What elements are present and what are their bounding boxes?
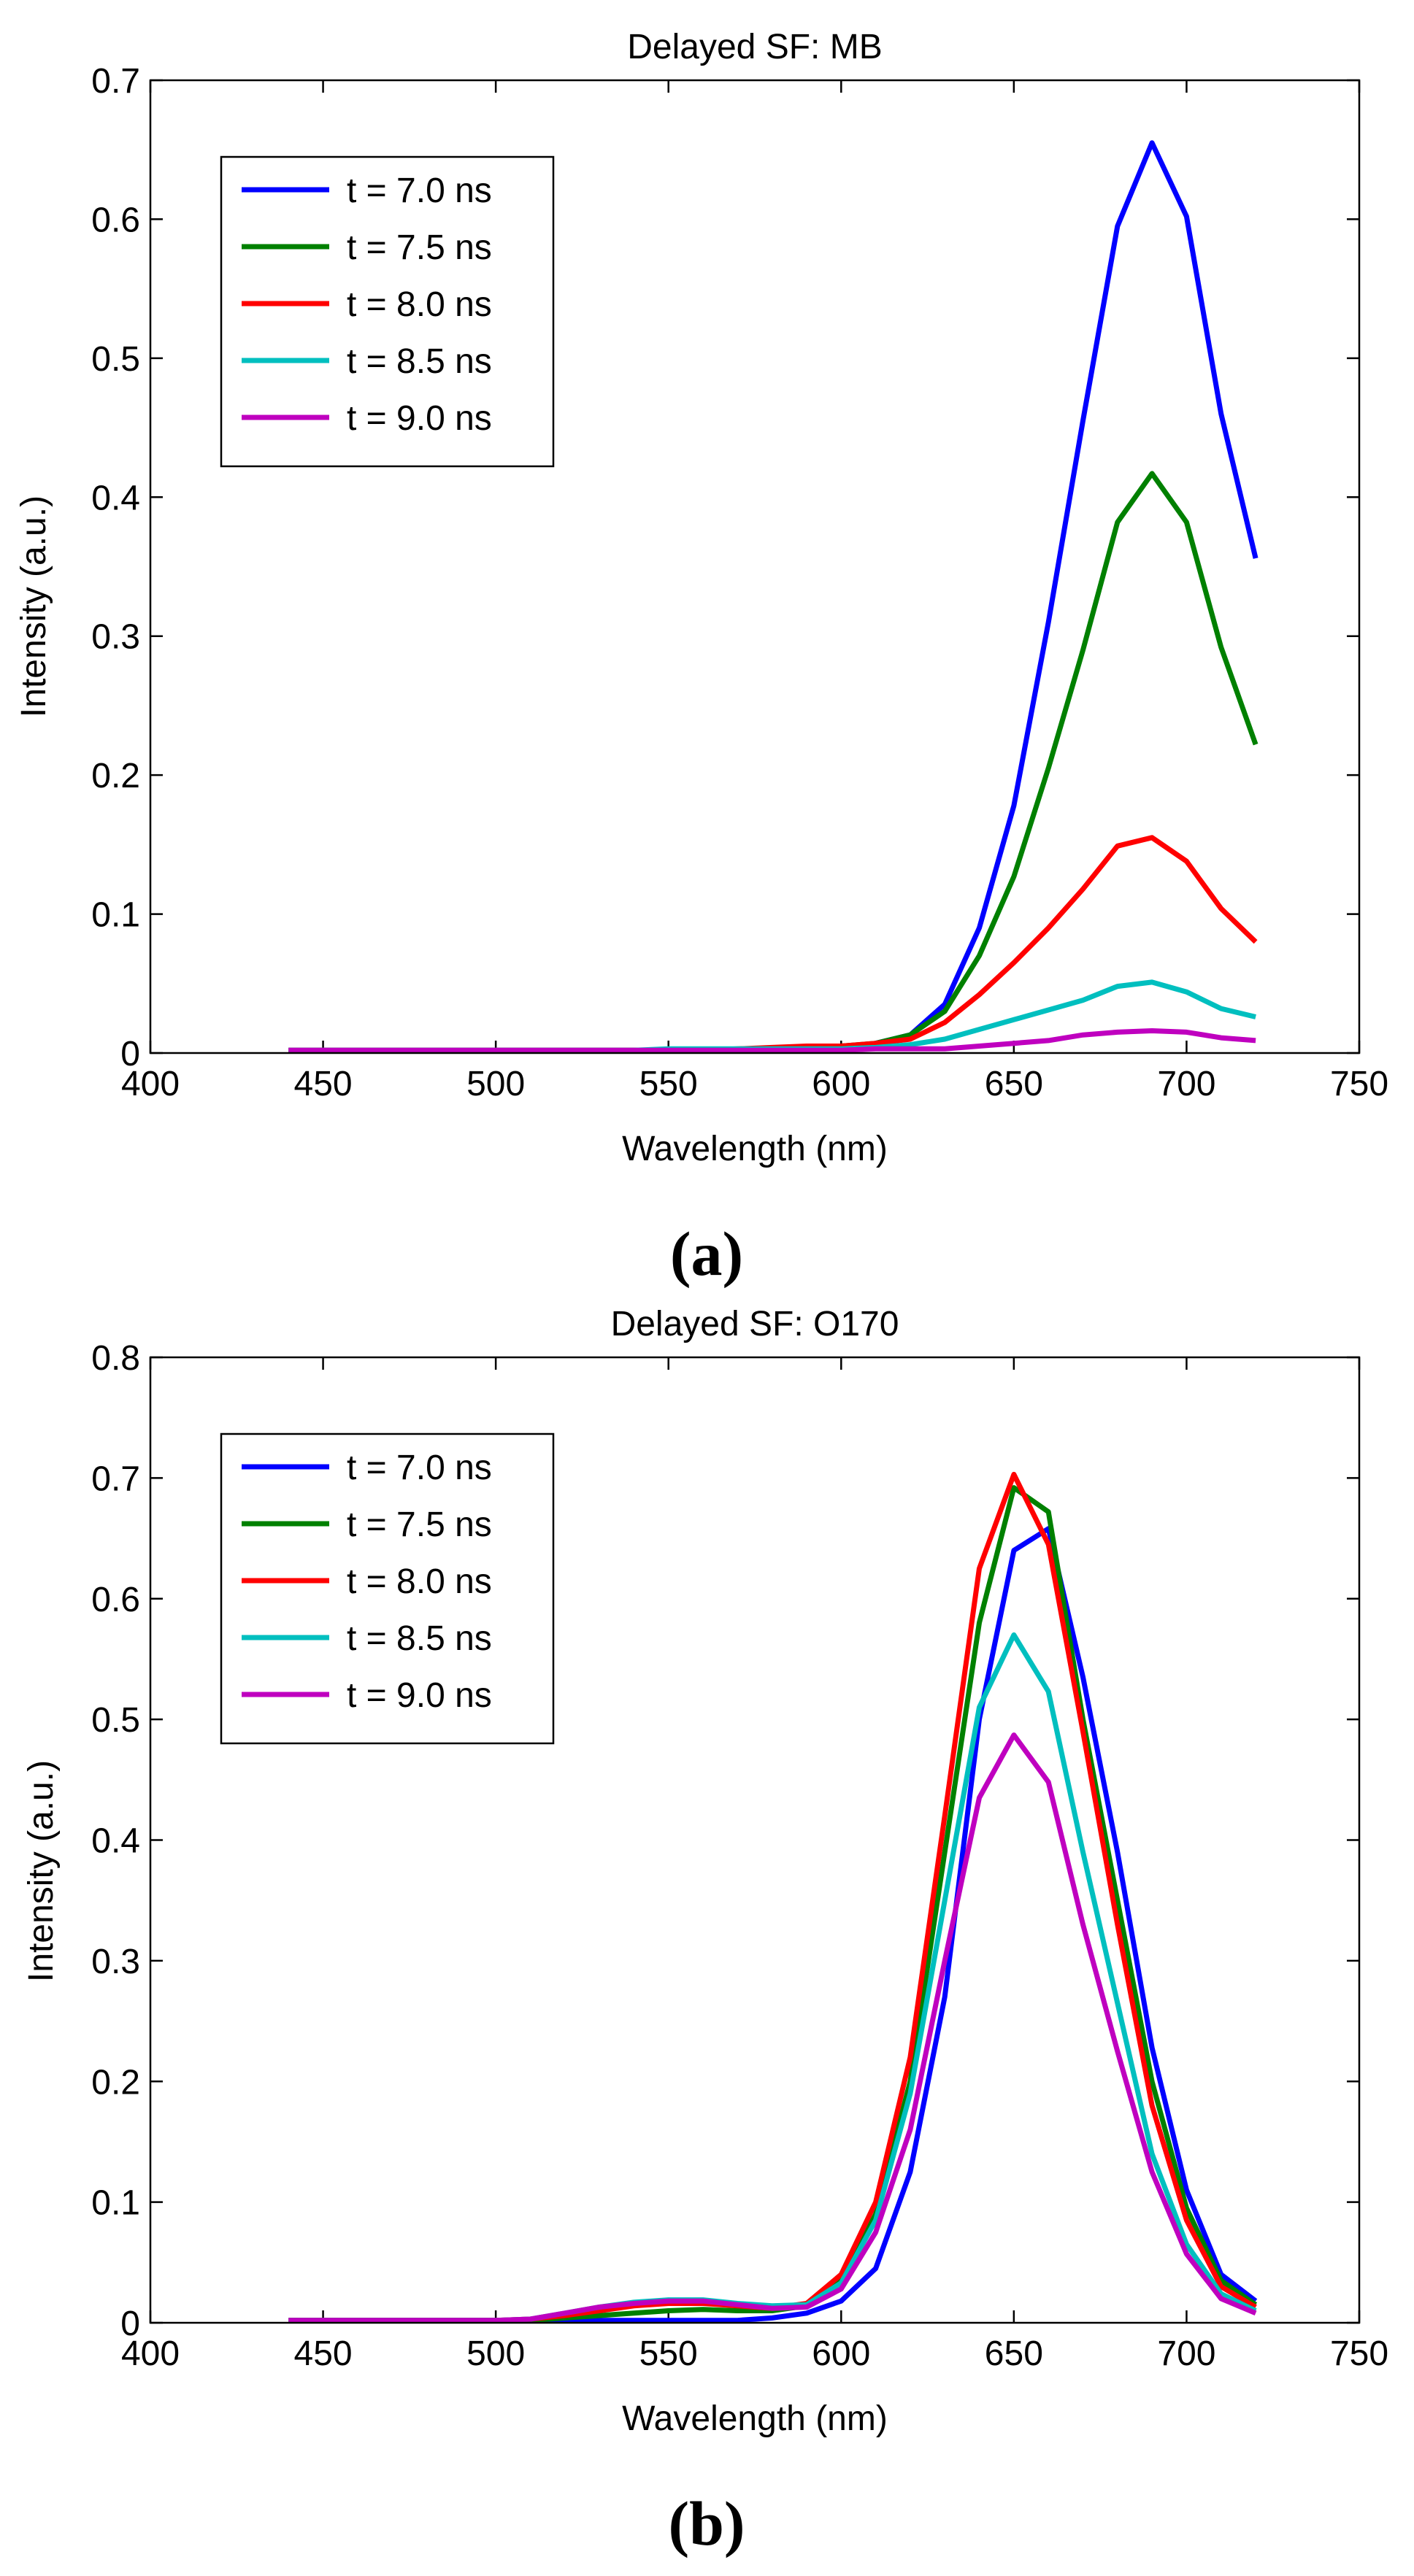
chart-b-x-tick-label: 500	[466, 2334, 525, 2373]
chart-a-y-tick-label: 0.5	[91, 340, 140, 379]
chart-a-x-tick-label: 650	[985, 1065, 1043, 1103]
chart-a-y-tick-label: 0	[120, 1035, 140, 1073]
chart-b-x-tick-label: 650	[985, 2334, 1043, 2373]
chart-a-ticks: 400 450 500 550 600 650 700 750 0 0.1 0.2 0.3 0.4 0.5…	[91, 62, 1388, 1103]
chart-a-y-tick-label: 0.6	[91, 201, 140, 239]
chart-b-y-tick-label: 0.8	[91, 1339, 140, 1378]
chart-b-x-tick-label: 600	[812, 2334, 870, 2373]
chart-a-series-line-2	[288, 471, 1259, 1053]
chart-a-y-tick-label: 0.7	[91, 62, 140, 101]
chart-b-ticks: 400 450 500 550 600 650 700 750 0 0.1 0.2 0.3 0.4 0.5…	[91, 1339, 1388, 2373]
chart-a-legend-box	[220, 155, 555, 468]
chart-a-title: Delayed SF: MB	[627, 28, 882, 66]
chart-b-y-tick-label: 0.7	[91, 1459, 140, 1498]
panel-a-chart: Delayed SF: MB Wavelength (nm) Intensity…	[15, 28, 1388, 1289]
chart-b-x-tick-label: 550	[639, 2334, 698, 2373]
chart-a-x-tick-label: 700	[1157, 1065, 1215, 1103]
chart-a-y-tick-label: 0.3	[91, 618, 140, 657]
chart-b-y-tick-label: 0.2	[91, 2063, 140, 2102]
chart-b-legend: t = 7.0 ns t = 7.5 ns t = 8.0 ns t = 8.5 ns…	[220, 1432, 555, 1745]
chart-b-series-line-5	[288, 1732, 1257, 2324]
chart-a-y-tick-label: 0.1	[91, 896, 140, 935]
chart-b-x-tick-label: 400	[121, 2334, 180, 2373]
chart-b-y-tick-label: 0.4	[91, 1822, 140, 1861]
chart-a-series-line-3	[288, 835, 1258, 1053]
chart-a-plot-area	[149, 79, 1361, 1054]
chart-a-x-tick-label: 450	[294, 1065, 353, 1103]
chart-a-legend-label-2: t = 7.5 ns	[347, 228, 492, 267]
chart-b-legend-label-3: t = 8.0 ns	[347, 1562, 492, 1601]
chart-a-series	[288, 140, 1259, 1053]
chart-a-series-line-4	[288, 979, 1256, 1053]
chart-a-y-tick-label: 0.2	[91, 757, 140, 795]
chart-b-title: Delayed SF: O170	[611, 1305, 899, 1343]
panel-b-chart: Delayed SF: O170 Wavelength (nm) Intensi…	[22, 1305, 1388, 2558]
chart-a-x-tick-label: 500	[466, 1065, 525, 1103]
chart-a-x-axis-label: Wavelength (nm)	[622, 1130, 888, 1168]
chart-b-x-tick-label: 700	[1157, 2334, 1215, 2373]
chart-b-legend-label-1: t = 7.0 ns	[347, 1449, 492, 1487]
chart-b-y-tick-label: 0	[120, 2305, 140, 2343]
chart-b-x-tick-label: 450	[294, 2334, 353, 2373]
chart-b-series	[288, 1471, 1258, 2324]
chart-b-y-tick-label: 0.1	[91, 2184, 140, 2223]
chart-a-legend-label-1: t = 7.0 ns	[347, 171, 492, 210]
chart-b-legend-label-4: t = 8.5 ns	[347, 1619, 492, 1658]
chart-a-y-axis-label: Intensity (a.u.)	[15, 495, 53, 717]
chart-b-plot-area	[149, 1356, 1361, 2324]
chart-b-y-axis-label: Intensity (a.u.)	[22, 1760, 61, 1982]
chart-a-x-tick-label: 750	[1330, 1065, 1388, 1103]
chart-a-x-tick-label: 600	[812, 1065, 870, 1103]
chart-b-y-tick-label: 0.3	[91, 1943, 140, 1981]
chart-a-legend: t = 7.0 ns t = 7.5 ns t = 8.0 ns t = 8.5 ns…	[220, 155, 555, 468]
chart-b-legend-box	[220, 1432, 555, 1745]
chart-b-legend-label-2: t = 7.5 ns	[347, 1505, 492, 1544]
chart-b-x-axis-label: Wavelength (nm)	[622, 2399, 888, 2438]
chart-a-x-tick-label: 550	[639, 1065, 698, 1103]
chart-a-legend-label-5: t = 9.0 ns	[347, 399, 492, 438]
chart-a-x-tick-label: 400	[121, 1065, 180, 1103]
chart-b-y-tick-label: 0.5	[91, 1701, 140, 1740]
chart-a-legend-label-4: t = 8.5 ns	[347, 342, 492, 381]
panel-a-label: (a)	[670, 1219, 743, 1289]
chart-b-x-tick-label: 750	[1330, 2334, 1388, 2373]
chart-a-series-line-5	[288, 1028, 1256, 1053]
chart-b-y-tick-label: 0.6	[91, 1581, 140, 1619]
chart-a-legend-label-3: t = 8.0 ns	[347, 285, 492, 324]
chart-b-legend-label-5: t = 9.0 ns	[347, 1676, 492, 1715]
panel-b-label: (b)	[668, 2488, 745, 2558]
chart-a-y-tick-label: 0.4	[91, 479, 140, 517]
